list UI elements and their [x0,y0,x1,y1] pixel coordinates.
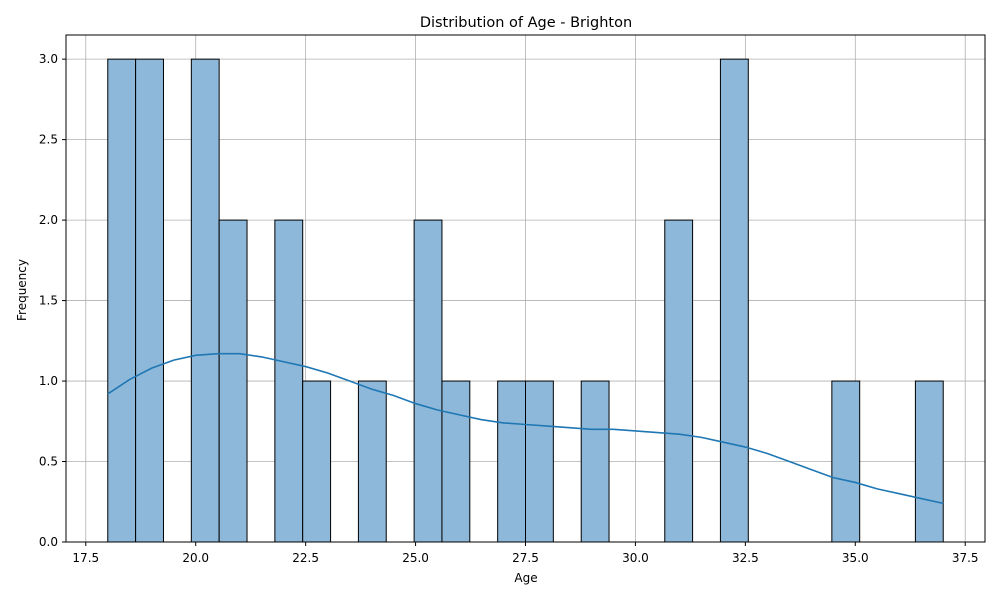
y-tick-label: 1.0 [39,374,58,388]
y-axis-title: Frequency [15,259,29,321]
kde-curve [107,352,944,505]
y-tick-label: 2.5 [39,133,58,147]
histogram-bar [719,58,749,543]
histogram-bar [914,380,944,543]
y-tick-label: 3.0 [39,52,58,66]
histogram-bar [218,219,248,543]
x-tick-label: 37.5 [952,551,979,565]
histogram-bar [525,380,554,543]
x-tick-label: 35.0 [842,551,869,565]
x-tick-label: 17.5 [72,551,99,565]
histogram-bar [497,380,526,543]
y-tick-label: 2.0 [39,213,58,227]
histogram-bar [664,219,694,543]
histogram-bar [441,380,471,543]
histogram-bar [831,380,861,543]
y-tick-label: 0.5 [39,455,58,469]
x-tick-label: 27.5 [512,551,539,565]
histogram-bar [413,219,443,543]
x-tick-label: 30.0 [622,551,649,565]
chart-title: Distribution of Age - Brighton [420,15,632,31]
histogram-bar [135,58,164,543]
x-tick-label: 32.5 [732,551,759,565]
x-tick-label: 25.0 [402,551,429,565]
x-tick-label: 22.5 [292,551,319,565]
histogram-bar [274,219,304,543]
histogram-bar [190,58,220,543]
x-tick-label: 20.0 [182,551,209,565]
histogram-bar [580,380,610,543]
histogram-bar [302,380,332,543]
bars [107,58,944,543]
kde-line [107,352,944,505]
histogram-bar [357,380,387,543]
x-axis-title: Age [514,571,537,585]
x-axis-ticks: 17.5 20.0 22.5 25.0 27.5 30.0 32.5 35.0 37.5 [72,542,979,565]
y-tick-label: 1.5 [39,294,58,308]
histogram-bar [107,58,137,543]
y-tick-label: 0.0 [39,535,58,549]
y-axis-ticks: 0.0 0.5 1.0 1.5 2.0 2.5 3.0 [39,52,66,549]
